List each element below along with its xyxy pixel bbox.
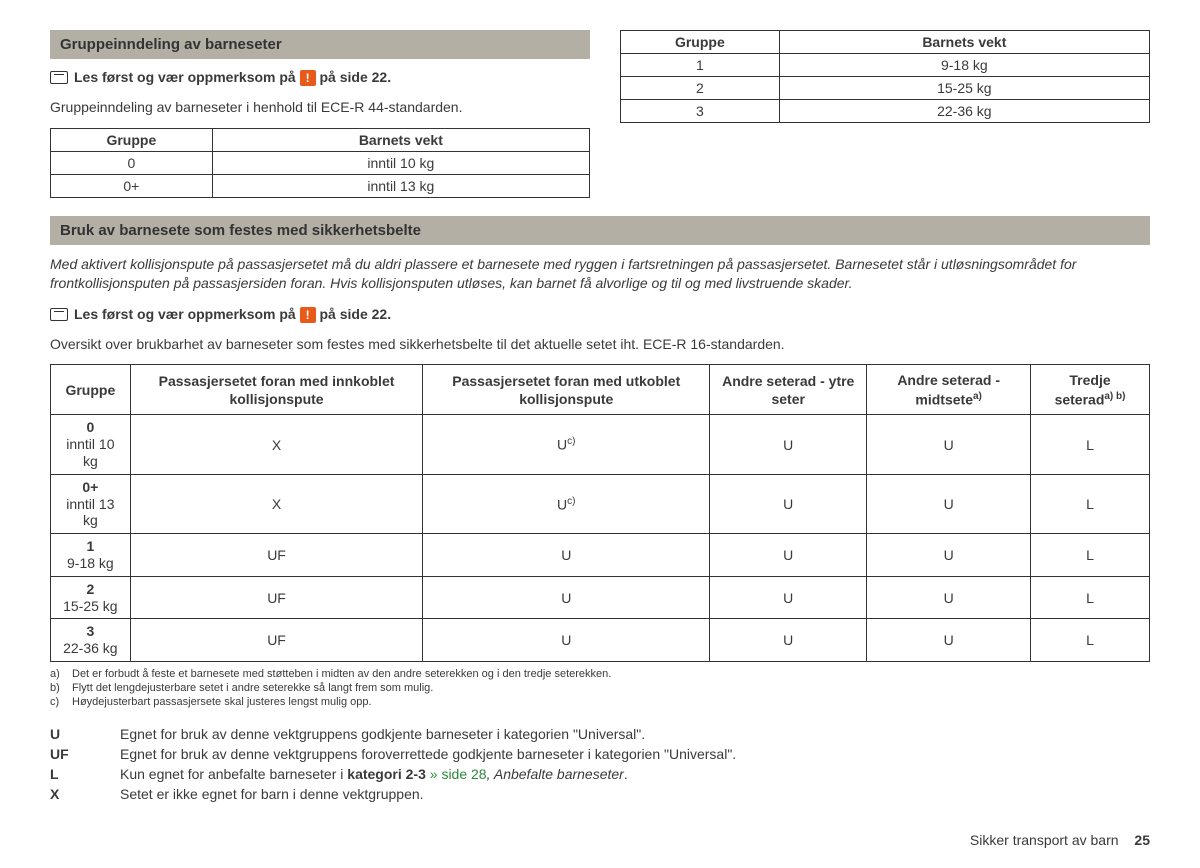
table-cell: U	[867, 576, 1031, 619]
table-cell: U	[710, 415, 867, 474]
group-cell: 0inntil 10 kg	[51, 415, 131, 474]
table-cell: U	[423, 534, 710, 577]
section-heading-1: Gruppeinndeling av barneseter	[50, 30, 590, 59]
table-cell: Uc)	[423, 474, 710, 533]
table-cell: U	[867, 534, 1031, 577]
table-cell: 2	[621, 77, 780, 100]
book-icon	[50, 308, 68, 321]
table-header: Gruppe	[51, 365, 131, 415]
table-cell: 3	[621, 100, 780, 123]
table-cell: 0	[51, 151, 213, 174]
table-cell: L	[1031, 474, 1150, 533]
warning-text: Med aktivert kollisjonspute på passasjer…	[50, 255, 1150, 294]
group-table-right: Gruppe Barnets vekt 19-18 kg215-25 kg322…	[620, 30, 1150, 123]
group-cell: 215-25 kg	[51, 576, 131, 619]
table-cell: U	[867, 474, 1031, 533]
table-cell: U	[867, 619, 1031, 662]
table-header: Tredje seterada) b)	[1031, 365, 1150, 415]
table-cell: U	[423, 619, 710, 662]
group-cell: 0+inntil 13 kg	[51, 474, 131, 533]
table-cell: UF	[130, 619, 423, 662]
table-cell: UF	[130, 576, 423, 619]
table-cell: L	[1031, 534, 1150, 577]
table-cell: U	[710, 619, 867, 662]
group-table-left: Gruppe Barnets vekt 0inntil 10 kg0+innti…	[50, 128, 590, 198]
warning-icon: !	[300, 70, 316, 86]
table-header: Passasjersetet foran med utkoblet kollis…	[423, 365, 710, 415]
page-footer: Sikker transport av barn 25	[50, 832, 1150, 848]
table-cell: 9-18 kg	[779, 54, 1149, 77]
table-cell: U	[867, 415, 1031, 474]
table-cell: L	[1031, 619, 1150, 662]
usability-table: GruppePassasjersetet foran med innkoblet…	[50, 364, 1150, 662]
table-cell: inntil 13 kg	[212, 174, 589, 197]
section-heading-2: Bruk av barnesete som festes med sikkerh…	[50, 216, 1150, 245]
table-cell: 22-36 kg	[779, 100, 1149, 123]
table-cell: X	[130, 415, 423, 474]
warning-icon: !	[300, 307, 316, 323]
intro-text-2: Oversikt over brukbarhet av barneseter s…	[50, 335, 1150, 355]
table-cell: U	[710, 474, 867, 533]
read-first-note-2: Les først og vær oppmerksom på ! på side…	[50, 306, 1150, 323]
table-header: Andre seterad - midtsetea)	[867, 365, 1031, 415]
group-cell: 322-36 kg	[51, 619, 131, 662]
read-first-note: Les først og vær oppmerksom på ! på side…	[50, 69, 590, 86]
table-header: Andre seterad - ytre seter	[710, 365, 867, 415]
table-cell: UF	[130, 534, 423, 577]
table-header: Passasjersetet foran med innkoblet kolli…	[130, 365, 423, 415]
table-cell: Uc)	[423, 415, 710, 474]
table-cell: U	[710, 576, 867, 619]
legend: UEgnet for bruk av denne vektgruppens go…	[50, 726, 1150, 802]
table-cell: L	[1031, 415, 1150, 474]
table-cell: L	[1031, 576, 1150, 619]
table-cell: U	[710, 534, 867, 577]
table-cell: inntil 10 kg	[212, 151, 589, 174]
table-cell: 0+	[51, 174, 213, 197]
table-cell: 1	[621, 54, 780, 77]
table-cell: X	[130, 474, 423, 533]
table-cell: 15-25 kg	[779, 77, 1149, 100]
book-icon	[50, 71, 68, 84]
footnotes: a)Det er forbudt å feste et barnesete me…	[50, 668, 1150, 708]
group-cell: 19-18 kg	[51, 534, 131, 577]
table-cell: U	[423, 576, 710, 619]
intro-text-1: Gruppeinndeling av barneseter i henhold …	[50, 98, 590, 118]
